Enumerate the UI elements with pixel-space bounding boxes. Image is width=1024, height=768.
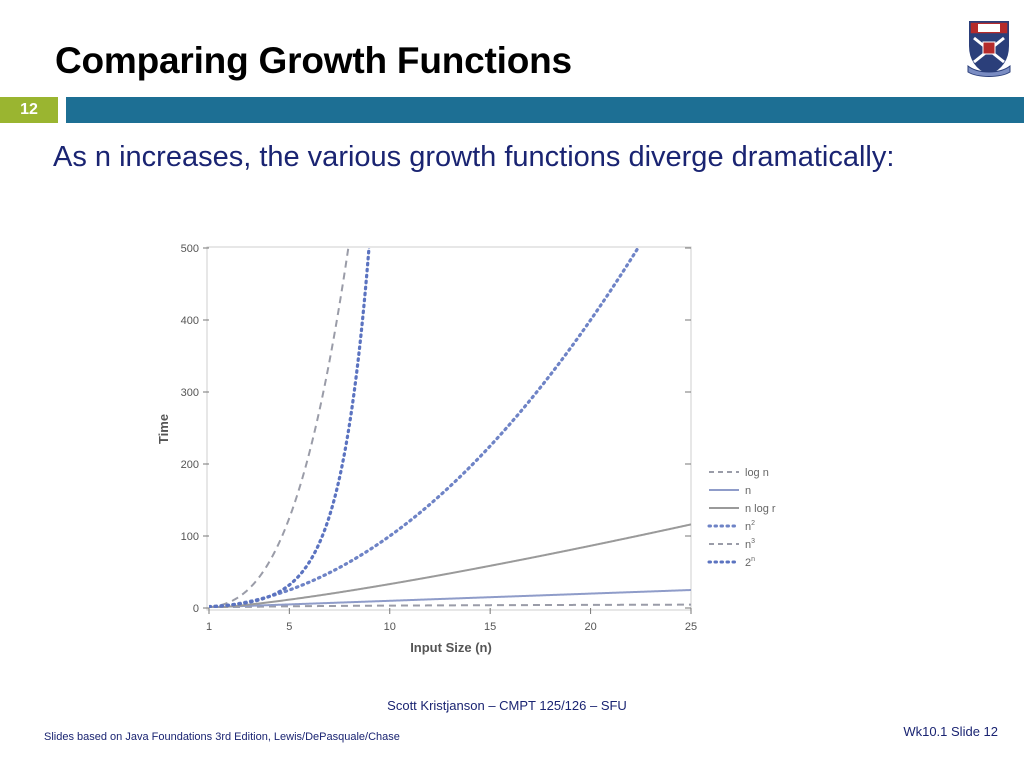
plot-frame — [206, 246, 692, 611]
series-line-3 — [209, 248, 640, 608]
series-line-4 — [209, 248, 350, 608]
y-axis-title: Time — [156, 414, 171, 444]
slide-number-badge: 12 — [0, 97, 58, 123]
x-tick-label: 10 — [384, 621, 396, 633]
x-tick-label: 20 — [584, 621, 596, 633]
legend-label: log n — [745, 467, 769, 479]
legend-label: n2 — [745, 520, 755, 533]
x-tick-label: 15 — [484, 621, 496, 633]
title-accent-band — [66, 97, 1024, 123]
series-line-2 — [209, 523, 691, 608]
legend-label: n log r — [745, 503, 776, 515]
y-tick-label: 100 — [181, 531, 199, 543]
university-crest-icon — [967, 21, 1011, 77]
y-tick-label: 200 — [181, 459, 199, 471]
series-line-1 — [209, 589, 691, 608]
series-line-5 — [209, 248, 371, 608]
x-axis-title: Input Size (n) — [410, 640, 492, 655]
legend-label: 2n — [745, 556, 755, 569]
growth-functions-chart: 0 100 200 300 400 500 1 5 10 15 20 25 Input Size (n… — [156, 236, 786, 666]
x-tick-label: 5 — [286, 621, 292, 633]
footer-source: Slides based on Java Foundations 3rd Edi… — [44, 731, 400, 743]
x-tick-label: 1 — [206, 621, 212, 633]
legend-label: n — [745, 485, 751, 497]
x-tick-label: 25 — [685, 621, 697, 633]
series-line-0 — [209, 603, 691, 608]
y-tick-label: 300 — [181, 387, 199, 399]
y-tick-label: 0 — [193, 603, 199, 615]
y-tick-label: 400 — [181, 315, 199, 327]
slide-body-text: As n increases, the various growth funct… — [53, 141, 895, 173]
slide-title: Comparing Growth Functions — [55, 40, 572, 81]
footer-slide-number: Wk10.1 Slide 12 — [903, 724, 998, 739]
legend-label: n3 — [745, 538, 755, 551]
y-tick-label: 500 — [181, 243, 199, 255]
footer-author: Scott Kristjanson – CMPT 125/126 – SFU — [387, 698, 627, 713]
